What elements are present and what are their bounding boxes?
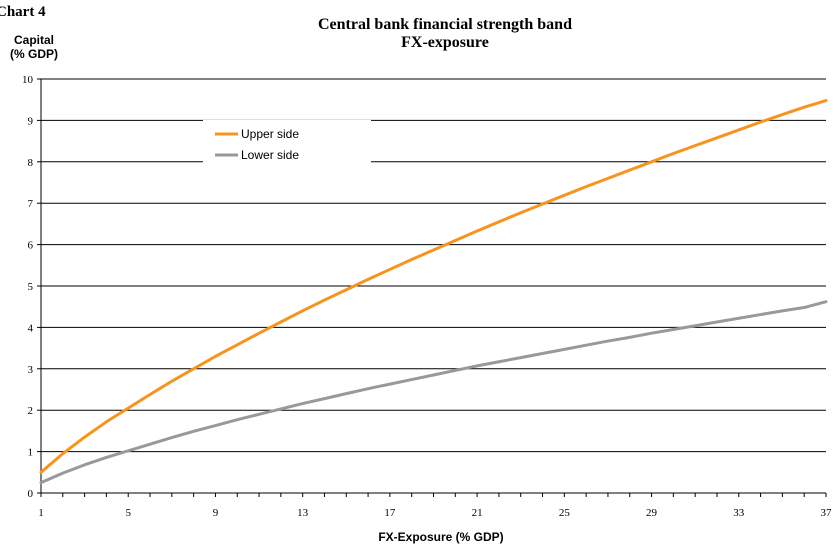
y-tick-label-4: 4	[28, 322, 34, 334]
y-tick-label-0: 0	[28, 488, 34, 500]
x-tick-label-13: 13	[297, 507, 309, 519]
x-tick-label-9: 9	[213, 507, 219, 519]
x-tick-label-1: 1	[38, 507, 44, 519]
legend-label-upper-side: Upper side	[241, 127, 299, 141]
y-tick-label-1: 1	[28, 447, 34, 459]
y-axis-label-line1: Capital	[14, 33, 54, 47]
x-axis-label: FX-Exposure (% GDP)	[378, 530, 503, 544]
x-tick-label-37: 37	[821, 507, 833, 519]
y-tick-label-2: 2	[28, 405, 34, 417]
series-lines	[39, 99, 828, 485]
legend: Upper side Lower side	[203, 120, 371, 168]
chart-number-label: Chart 4	[0, 4, 46, 20]
x-tick-label-5: 5	[125, 507, 131, 519]
y-tick-label-8: 8	[28, 157, 34, 169]
series-line-upper-side	[39, 99, 828, 474]
y-tick-label-9: 9	[28, 115, 34, 127]
y-tick-label-7: 7	[28, 198, 34, 210]
chart-subtitle: FX-exposure	[401, 34, 489, 51]
y-tick-labels: 0 1 2 3 4 5 6 7 8 9 10	[22, 74, 34, 500]
x-tick-labels: 1 5 9 13 17 21 25 29 33 37	[38, 507, 832, 519]
y-tick-label-6: 6	[28, 240, 34, 252]
gridlines	[41, 78, 826, 453]
series-line-lower-side	[39, 300, 828, 485]
y-tick-label-5: 5	[28, 281, 34, 293]
y-tick-label-10: 10	[22, 74, 34, 86]
x-tick-label-17: 17	[384, 507, 396, 519]
x-tick-label-29: 29	[646, 507, 658, 519]
axes	[37, 78, 827, 497]
legend-label-lower-side: Lower side	[241, 148, 299, 162]
x-tick-label-21: 21	[472, 507, 483, 519]
y-axis-label-line2: (% GDP)	[10, 47, 58, 61]
chart-title: Central bank financial strength band	[318, 16, 572, 33]
x-tick-label-33: 33	[733, 507, 745, 519]
y-tick-label-3: 3	[28, 364, 34, 376]
legend-background	[203, 120, 371, 168]
x-tick-label-25: 25	[559, 507, 571, 519]
